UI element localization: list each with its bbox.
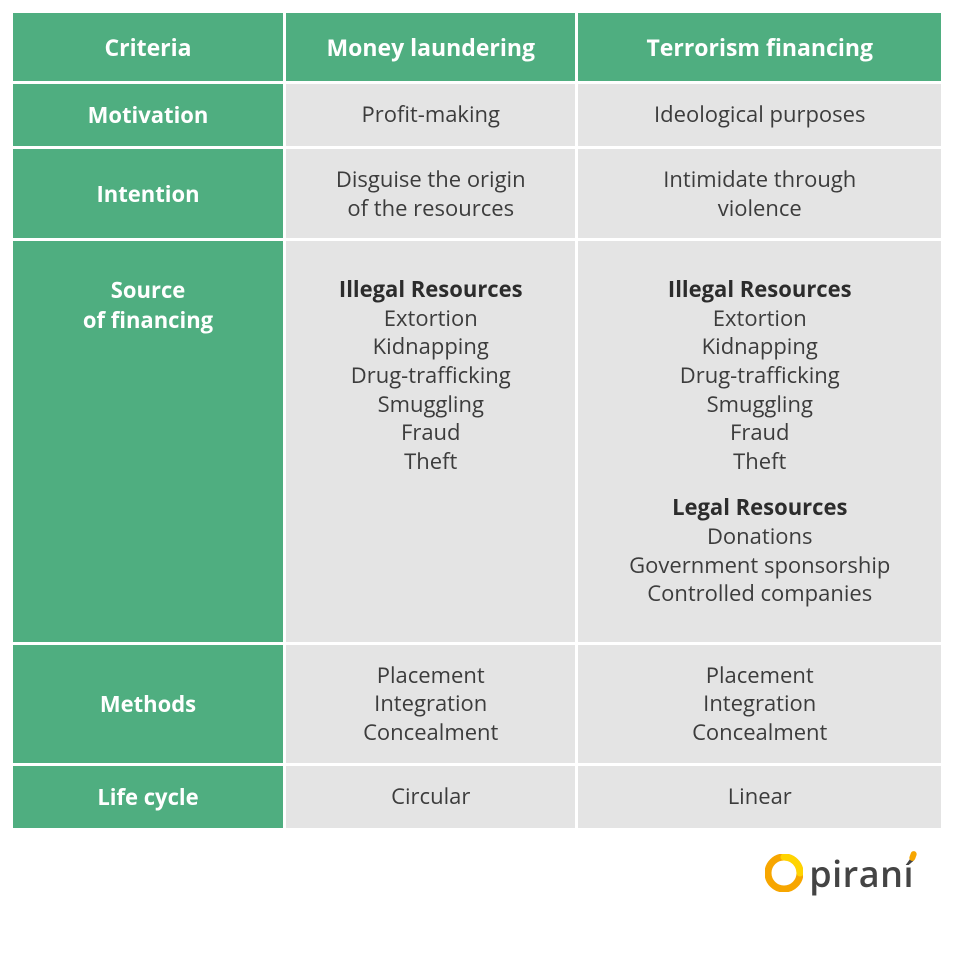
cell-methods-tf: Placement Integration Concealment xyxy=(578,645,941,763)
list-item: Controlled companies xyxy=(588,579,931,608)
row-lifecycle: Life cycle Circular Linear xyxy=(13,766,941,828)
header-terrorism-financing: Terrorism financing xyxy=(578,13,941,81)
subhead-illegal: Illegal Resources xyxy=(588,275,931,304)
list-item: Fraud xyxy=(588,418,931,447)
label-line: Source xyxy=(111,275,186,305)
cell-source-tf: Illegal Resources Extortion Kidnapping D… xyxy=(578,241,941,642)
header-row: Criteria Money laundering Terrorism fina… xyxy=(13,13,941,81)
comparison-table: Criteria Money laundering Terrorism fina… xyxy=(10,10,944,831)
illegal-list-tf: Extortion Kidnapping Drug-trafficking Sm… xyxy=(588,304,931,476)
cell-text: Disguise the originof the resources xyxy=(296,165,565,222)
cell-lifecycle-ml: Circular xyxy=(286,766,575,828)
subhead-illegal: Illegal Resources xyxy=(296,275,565,304)
row-label-methods: Methods xyxy=(13,645,283,763)
list-item: Smuggling xyxy=(588,390,931,419)
row-methods: Methods Placement Integration Concealmen… xyxy=(13,645,941,763)
list-item: Drug-trafficking xyxy=(588,361,931,390)
list-item: Kidnapping xyxy=(588,332,931,361)
row-motivation: Motivation Profit-making Ideological pur… xyxy=(13,84,941,146)
header-criteria: Criteria xyxy=(13,13,283,81)
logo-text: piraní xyxy=(809,849,914,898)
list-item: Theft xyxy=(588,447,931,476)
cell-lifecycle-tf: Linear xyxy=(578,766,941,828)
row-label-motivation: Motivation xyxy=(13,84,283,146)
illegal-list-ml: Extortion Kidnapping Drug-trafficking Sm… xyxy=(296,304,565,476)
cell-methods-ml: Placement Integration Concealment xyxy=(286,645,575,763)
list-item: Concealment xyxy=(588,718,931,747)
cell-intention-ml: Disguise the originof the resources xyxy=(286,149,575,238)
list-item: Smuggling xyxy=(296,390,565,419)
list-item: Fraud xyxy=(296,418,565,447)
row-label-source: Source of financing xyxy=(13,241,283,642)
list-item: Extortion xyxy=(296,304,565,333)
cell-source-ml: Illegal Resources Extortion Kidnapping D… xyxy=(286,241,575,642)
list-item: Placement xyxy=(296,661,565,690)
logo-icon xyxy=(765,854,803,892)
cell-motivation-ml: Profit-making xyxy=(286,84,575,146)
label-line: of financing xyxy=(83,305,213,335)
row-source: Source of financing Illegal Resources Ex… xyxy=(13,241,941,642)
spacer xyxy=(588,475,931,493)
row-label-intention: Intention xyxy=(13,149,283,238)
subhead-legal: Legal Resources xyxy=(588,493,931,522)
list-item: Integration xyxy=(296,689,565,718)
row-intention: Intention Disguise the originof the reso… xyxy=(13,149,941,238)
list-item: Kidnapping xyxy=(296,332,565,361)
list-item: Concealment xyxy=(296,718,565,747)
list-item: Extortion xyxy=(588,304,931,333)
list-item: Theft xyxy=(296,447,565,476)
legal-list-tf: Donations Government sponsorship Control… xyxy=(588,522,931,608)
pirani-logo: piraní xyxy=(765,849,914,898)
logo-label: piraní xyxy=(809,849,914,898)
cell-motivation-tf: Ideological purposes xyxy=(578,84,941,146)
cell-intention-tf: Intimidate throughviolence xyxy=(578,149,941,238)
list-item: Integration xyxy=(588,689,931,718)
list-item: Donations xyxy=(588,522,931,551)
logo-area: piraní xyxy=(10,831,944,898)
cell-text: Intimidate throughviolence xyxy=(588,165,931,222)
list-item: Government sponsorship xyxy=(588,551,931,580)
header-money-laundering: Money laundering xyxy=(286,13,575,81)
list-item: Drug-trafficking xyxy=(296,361,565,390)
row-label-lifecycle: Life cycle xyxy=(13,766,283,828)
list-item: Placement xyxy=(588,661,931,690)
